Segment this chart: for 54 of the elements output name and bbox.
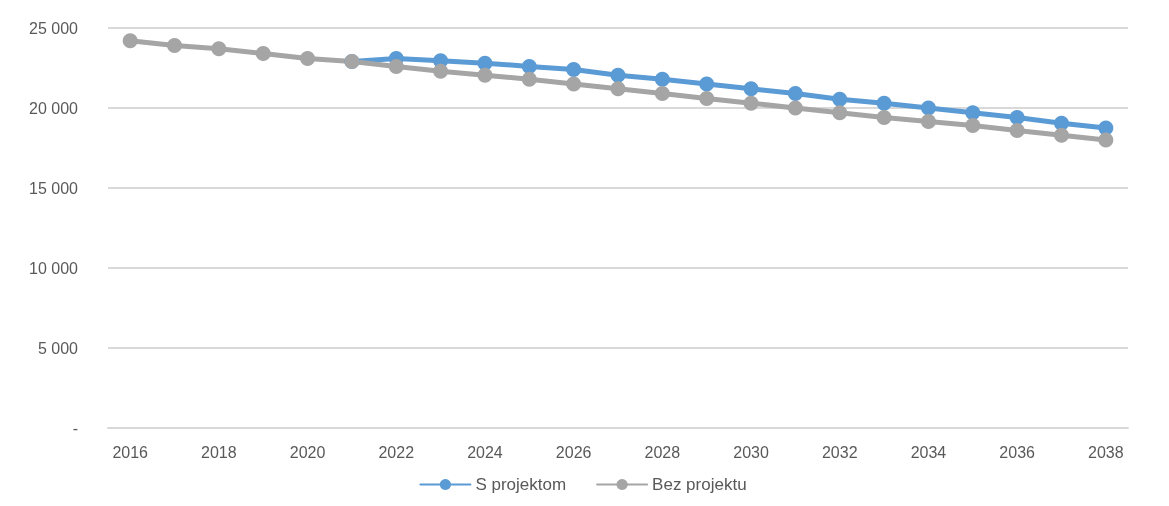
y-tick-label: 20 000 — [29, 99, 79, 117]
point — [1009, 122, 1025, 138]
point — [699, 90, 715, 106]
point — [876, 95, 892, 111]
point — [920, 114, 936, 130]
x-tick-label: 2028 — [644, 443, 681, 461]
point — [521, 71, 537, 87]
x-tick-label: 2022 — [378, 443, 415, 461]
point — [654, 71, 670, 87]
legend-label: S projektom — [475, 475, 567, 494]
point — [167, 38, 183, 54]
point — [876, 110, 892, 126]
point — [566, 62, 582, 78]
point — [920, 100, 936, 116]
point — [1098, 132, 1114, 148]
y-tick-label: - — [72, 419, 78, 437]
x-tick-label: 2030 — [733, 443, 769, 461]
point — [255, 46, 271, 62]
point — [1009, 110, 1025, 126]
point — [300, 50, 316, 66]
point — [654, 86, 670, 102]
point — [743, 81, 759, 97]
x-tick-label: 2038 — [1088, 443, 1124, 461]
point — [832, 105, 848, 121]
point — [433, 63, 449, 79]
x-tick-label: 2018 — [201, 443, 237, 461]
point — [965, 118, 981, 134]
x-tick-label: 2034 — [910, 443, 947, 461]
x-tick-label: 2016 — [112, 443, 149, 461]
point — [610, 67, 626, 83]
y-tick-label: 5 000 — [37, 339, 79, 357]
y-tick-label: 15 000 — [29, 179, 79, 197]
point — [832, 91, 848, 107]
point — [388, 58, 404, 74]
y-tick-label: 10 000 — [29, 259, 79, 277]
x-tick-label: 2026 — [555, 443, 592, 461]
point — [477, 67, 493, 83]
point — [211, 41, 227, 57]
x-tick-label: 2024 — [467, 443, 503, 461]
point — [787, 86, 803, 102]
point — [521, 58, 537, 74]
x-tick-label: 2020 — [289, 443, 326, 461]
point — [566, 76, 582, 92]
point — [1053, 127, 1069, 143]
point — [965, 105, 981, 121]
point — [610, 81, 626, 97]
point — [743, 95, 759, 111]
y-tick-label: 25 000 — [29, 19, 79, 37]
point — [122, 33, 138, 49]
point — [787, 100, 803, 116]
x-tick-label: 2032 — [821, 443, 858, 461]
point — [699, 76, 715, 92]
legend-label: Bez projektu — [652, 475, 747, 494]
x-tick-label: 2036 — [999, 443, 1036, 461]
